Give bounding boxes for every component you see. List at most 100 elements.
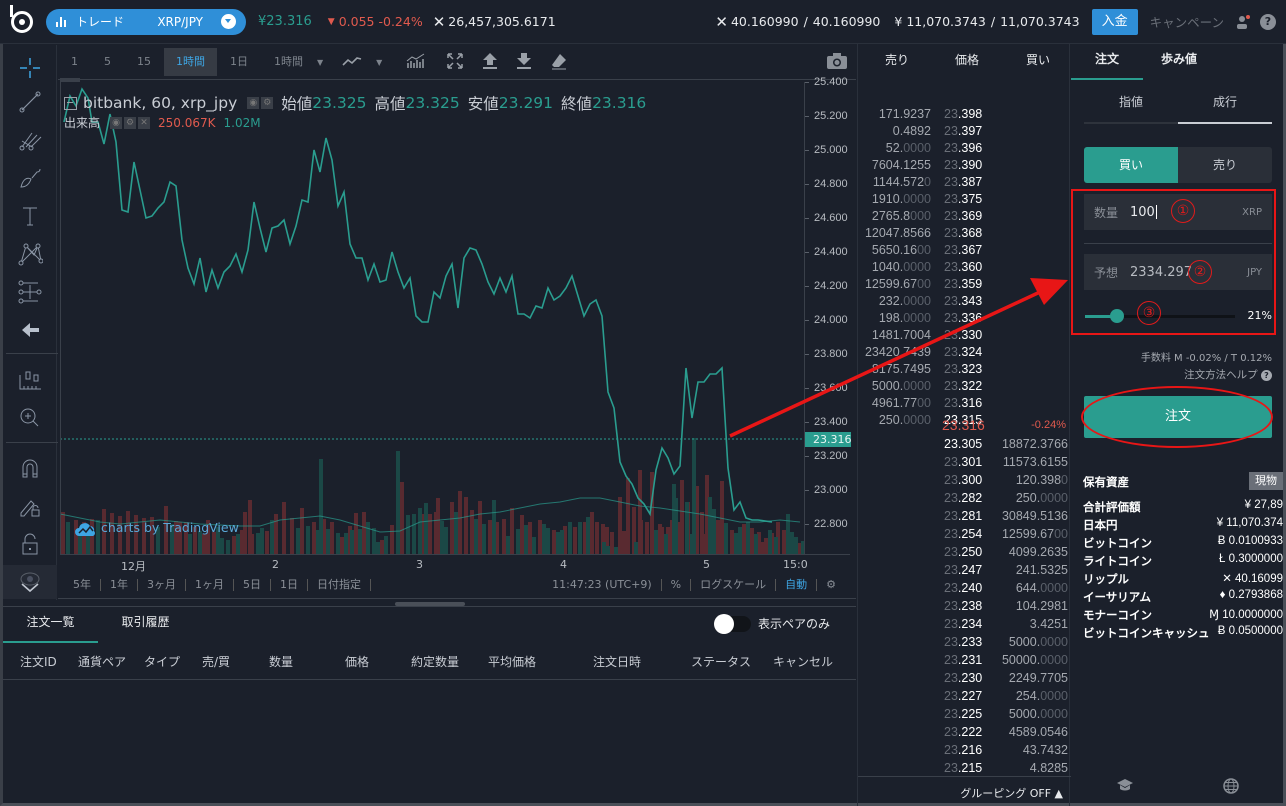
timeframe-5[interactable]: 5 (104, 55, 111, 68)
ask-row[interactable]: 1040.0000 23.360 (858, 260, 1071, 277)
close-icon[interactable]: ✕ (138, 116, 151, 129)
price-chart[interactable] (60, 82, 804, 554)
timeframe-1h[interactable]: 1時間 (164, 48, 217, 76)
measure-tool[interactable] (3, 275, 57, 309)
eye-icon[interactable]: ◉ (110, 116, 123, 129)
range-custom[interactable]: 日付指定 (308, 579, 371, 591)
ask-row[interactable]: 7604.1255 23.390 (858, 158, 1071, 175)
book-price[interactable]: 23.360 (944, 260, 983, 274)
book-price[interactable]: 23.300 (944, 473, 983, 487)
book-price[interactable]: 23.343 (944, 294, 983, 308)
current-pair-only-toggle[interactable] (714, 614, 751, 634)
ask-row[interactable]: 171.9237 23.398 (858, 107, 1071, 124)
book-price[interactable]: 23.216 (944, 743, 983, 757)
timeframe-1d[interactable]: 1日 (230, 55, 248, 68)
chart-settings-gear-icon[interactable]: ⚙ (826, 578, 836, 591)
timeframe-15[interactable]: 15 (137, 55, 151, 68)
book-price[interactable]: 23.396 (944, 141, 983, 155)
book-price[interactable]: 23.247 (944, 563, 983, 577)
book-price[interactable]: 23.369 (944, 209, 983, 223)
eye-icon[interactable]: ◉ (247, 97, 260, 109)
ask-row[interactable]: 198.0000 23.336 (858, 311, 1071, 328)
bid-row[interactable]: 23.234 3.4251 (858, 617, 1071, 634)
fullscreen-button[interactable] (446, 52, 464, 73)
magnet-tool[interactable] (3, 451, 57, 485)
ask-row[interactable]: 8175.7495 23.323 (858, 362, 1071, 379)
book-price[interactable]: 23.324 (944, 345, 983, 359)
tab-trade-history[interactable]: 取引履歴 (121, 615, 170, 629)
back-tool[interactable] (3, 313, 57, 347)
panel-resize-handle[interactable] (395, 602, 465, 606)
price-axis[interactable]: 25.400 25.200 25.000 24.800 24.600 24.40… (804, 76, 852, 554)
collapse-handle[interactable] (60, 78, 80, 82)
book-price[interactable]: 23.254 (944, 527, 983, 541)
pitchfork-tool[interactable] (3, 123, 57, 157)
percent-toggle[interactable]: % (662, 579, 692, 591)
graduation-cap-icon[interactable] (1116, 778, 1134, 794)
text-tool[interactable] (3, 199, 57, 233)
bid-row[interactable]: 23.300 120.3980 (858, 473, 1071, 490)
screenshot-button[interactable] (826, 52, 848, 73)
tab-limit[interactable]: 指値 (1084, 88, 1178, 124)
bid-row[interactable]: 23.225 5000.0000 (858, 707, 1071, 724)
book-price[interactable]: 23.281 (944, 509, 983, 523)
book-price[interactable]: 23.233 (944, 635, 983, 649)
book-price[interactable]: 23.250 (944, 545, 983, 559)
sell-button[interactable]: 売り (1178, 147, 1272, 183)
bid-row[interactable]: 23.222 4589.0546 (858, 725, 1071, 742)
bid-row[interactable]: 23.254 12599.6700 (858, 527, 1071, 544)
lock-drawings-tool[interactable] (3, 489, 57, 523)
ask-row[interactable]: 5000.0000 23.322 (858, 379, 1071, 396)
bid-row[interactable]: 23.240 644.0000 (858, 581, 1071, 598)
ask-row[interactable]: 1144.5720 23.387 (858, 175, 1071, 192)
pair-selector[interactable]: トレード XRP/JPY (46, 8, 246, 35)
book-price[interactable]: 23.222 (944, 725, 983, 739)
book-price[interactable]: 23.215 (944, 761, 983, 775)
tab-trades[interactable]: 歩み値 (1160, 52, 1197, 66)
ask-row[interactable]: 12047.8566 23.368 (858, 226, 1071, 243)
slider-thumb[interactable] (1110, 309, 1124, 323)
range-1y[interactable]: 1年 (101, 579, 138, 591)
bitbank-logo-icon[interactable] (10, 4, 33, 33)
book-price[interactable]: 23.398 (944, 107, 983, 121)
order-help-link[interactable]: 注文方法ヘルプ ? (1184, 367, 1272, 382)
book-price[interactable]: 23.322 (944, 379, 983, 393)
interval-dropdown[interactable]: 1時間 ▼ (261, 48, 336, 76)
timeframe-1[interactable]: 1 (71, 55, 78, 68)
book-price[interactable]: 23.336 (944, 311, 983, 325)
book-price[interactable]: 23.234 (944, 617, 983, 631)
book-price[interactable]: 23.316 (944, 396, 983, 410)
book-price[interactable]: 23.397 (944, 124, 983, 138)
gear-icon[interactable]: ⚙ (124, 116, 137, 129)
globe-icon[interactable] (1222, 778, 1239, 794)
ask-row[interactable]: 232.0000 23.343 (858, 294, 1071, 311)
range-1m[interactable]: 1ヶ月 (186, 579, 234, 591)
book-price[interactable]: 23.387 (944, 175, 983, 189)
range-5d[interactable]: 5日 (234, 579, 271, 591)
ask-row[interactable]: 2765.8000 23.369 (858, 209, 1071, 226)
bid-row[interactable]: 23.301 11573.6155 (858, 455, 1071, 472)
crosshair-tool[interactable] (3, 51, 57, 85)
spot-badge[interactable]: 現物 (1249, 472, 1283, 490)
tradingview-branding[interactable]: charts by TradingView (75, 520, 239, 537)
auto-scale-toggle[interactable]: 自動 (776, 579, 818, 591)
bid-row[interactable]: 23.282 250.0000 (858, 491, 1071, 508)
ask-row[interactable]: 12599.6700 23.359 (858, 277, 1071, 294)
hide-drawings-tool[interactable] (3, 565, 57, 599)
zoom-in-tool[interactable] (3, 401, 57, 435)
bid-row[interactable]: 23.305 18872.3766 (858, 437, 1071, 454)
ask-row[interactable]: 0.4892 23.397 (858, 124, 1071, 141)
bid-row[interactable]: 23.250 4099.2635 (858, 545, 1071, 562)
book-price[interactable]: 23.230 (944, 671, 983, 685)
deposit-button[interactable]: 入金 (1091, 8, 1138, 35)
ask-row[interactable]: 52.0000 23.396 (858, 141, 1071, 158)
book-price[interactable]: 23.367 (944, 243, 983, 257)
bid-row[interactable]: 23.215 4.8285 (858, 761, 1071, 778)
range-1d[interactable]: 1日 (271, 579, 308, 591)
book-price[interactable]: 23.305 (944, 437, 983, 451)
grouping-toggle[interactable]: グルーピング OFF ▲ (858, 776, 1071, 806)
bid-row[interactable]: 23.216 43.7432 (858, 743, 1071, 760)
book-price[interactable]: 23.231 (944, 653, 983, 667)
trendline-tool[interactable] (3, 85, 57, 119)
save-chart-button[interactable] (482, 52, 498, 73)
